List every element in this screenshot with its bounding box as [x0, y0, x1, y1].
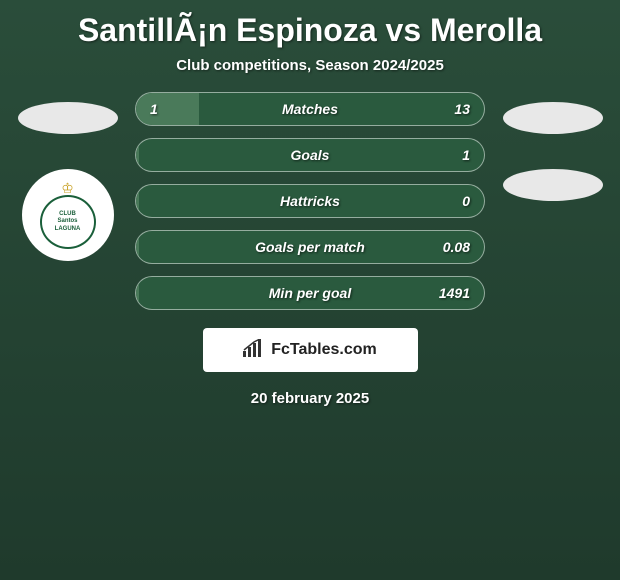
stats-column: 1 Matches 13 Goals 1 Hattricks 0 Goals p… — [135, 92, 485, 310]
stat-right-value: 0.08 — [443, 239, 470, 255]
badge-circle: CLUB Santos LAGUNA — [40, 195, 96, 249]
stat-label: Goals — [136, 147, 484, 163]
stat-right-value: 13 — [454, 101, 470, 117]
watermark[interactable]: FcTables.com — [203, 328, 418, 372]
stat-row-goals-per-match: Goals per match 0.08 — [135, 230, 485, 264]
badge-line2: Santos — [57, 218, 77, 225]
badge-line3: LAGUNA — [55, 226, 81, 233]
left-column: ♔ CLUB Santos LAGUNA — [10, 92, 125, 261]
stat-row-goals: Goals 1 — [135, 138, 485, 172]
player2-club-placeholder — [503, 169, 603, 201]
stat-label: Hattricks — [136, 193, 484, 209]
player2-flag-placeholder — [503, 102, 603, 134]
crown-icon: ♔ — [61, 181, 74, 195]
stat-right-value: 1491 — [439, 285, 470, 301]
stat-label: Min per goal — [136, 285, 484, 301]
stat-row-hattricks: Hattricks 0 — [135, 184, 485, 218]
stat-row-min-per-goal: Min per goal 1491 — [135, 276, 485, 310]
date-text: 20 february 2025 — [0, 390, 620, 407]
badge-line1: CLUB — [59, 211, 76, 218]
stat-right-value: 0 — [462, 193, 470, 209]
main-area: ♔ CLUB Santos LAGUNA 1 Matches 13 Goals … — [0, 92, 620, 310]
stat-right-value: 1 — [462, 147, 470, 163]
right-column — [495, 92, 610, 201]
page-title: SantillÃ¡n Espinoza vs Merolla — [0, 0, 620, 57]
stat-label: Matches — [136, 101, 484, 117]
stat-row-matches: 1 Matches 13 — [135, 92, 485, 126]
player1-club-badge: ♔ CLUB Santos LAGUNA — [22, 169, 114, 261]
chart-icon — [243, 339, 265, 362]
badge-inner: ♔ CLUB Santos LAGUNA — [34, 181, 102, 249]
player1-flag-placeholder — [18, 102, 118, 134]
watermark-text: FcTables.com — [271, 341, 377, 359]
page-subtitle: Club competitions, Season 2024/2025 — [0, 57, 620, 92]
stat-label: Goals per match — [136, 239, 484, 255]
